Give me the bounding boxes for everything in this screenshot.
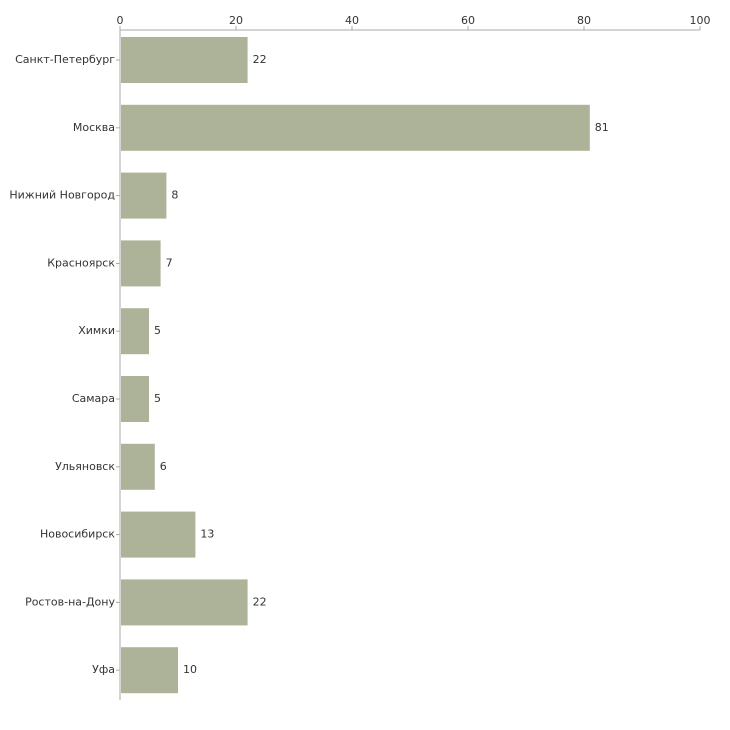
bar xyxy=(121,647,178,694)
category-label: Москва xyxy=(73,121,115,134)
value-label: 5 xyxy=(154,392,161,405)
category-label: Уфа xyxy=(92,663,115,676)
x-tick-label: 60 xyxy=(461,14,475,27)
category-label: Самара xyxy=(72,392,115,405)
bars-layer xyxy=(121,37,590,694)
x-tick-label: 80 xyxy=(577,14,591,27)
category-label: Химки xyxy=(78,324,115,337)
category-label: Новосибирск xyxy=(40,528,115,541)
bar xyxy=(121,511,196,558)
bar xyxy=(121,240,161,287)
value-label: 8 xyxy=(171,189,178,202)
value-label: 22 xyxy=(253,595,267,608)
category-label: Красноярск xyxy=(47,256,115,269)
bar xyxy=(121,579,248,626)
x-tick-label: 0 xyxy=(117,14,124,27)
value-label: 7 xyxy=(166,256,173,269)
category-label: Санкт-Петербург xyxy=(15,53,115,66)
value-label: 5 xyxy=(154,324,161,337)
x-tick-label: 40 xyxy=(345,14,359,27)
category-label: Нижний Новгород xyxy=(9,189,115,202)
bar xyxy=(121,443,155,490)
bar xyxy=(121,308,149,355)
axis-layer: 0 20 40 60 80 100 xyxy=(116,14,711,700)
value-label: 22 xyxy=(253,53,267,66)
x-tick-label: 20 xyxy=(229,14,243,27)
value-label: 6 xyxy=(160,460,167,473)
labels-layer: Санкт-Петербург 22 Москва 81 Нижний Новгород… xyxy=(9,53,608,676)
x-tick-label: 100 xyxy=(690,14,711,27)
bar xyxy=(121,376,149,422)
value-label: 10 xyxy=(183,663,197,676)
bar xyxy=(121,37,248,83)
bar xyxy=(121,104,590,151)
bar xyxy=(121,172,167,219)
category-label: Ростов-на-Дону xyxy=(25,595,115,608)
value-label: 81 xyxy=(595,121,609,134)
category-label: Ульяновск xyxy=(55,460,115,473)
value-label: 13 xyxy=(200,528,214,541)
